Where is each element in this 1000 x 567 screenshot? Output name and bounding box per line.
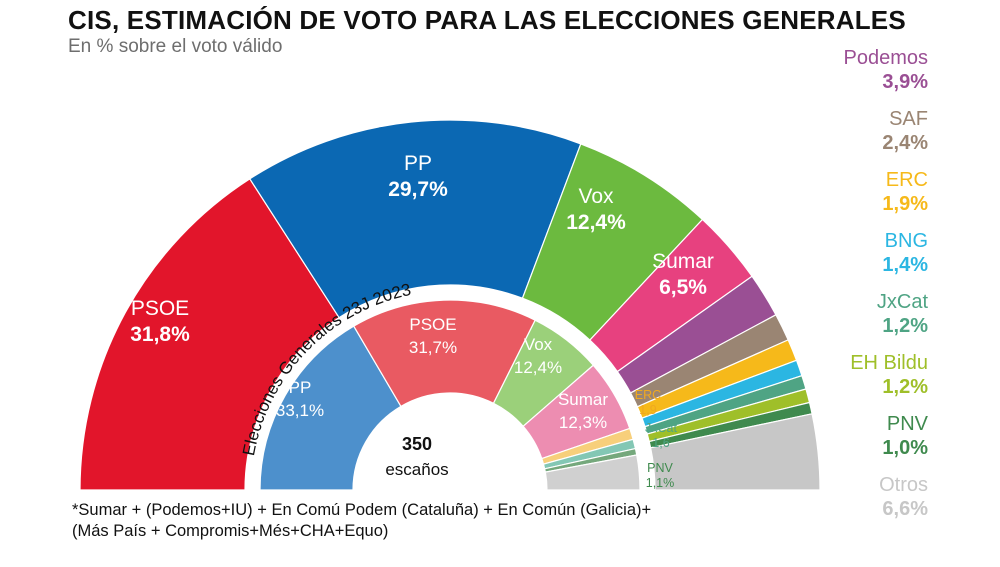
center-seats-label: escaños — [385, 460, 448, 479]
e23j-value-erc: 1,9 — [639, 403, 656, 417]
footnote: *Sumar + (Podemos+IU) + En Comú Podem (C… — [72, 500, 832, 542]
cis-value-vox: 12,4% — [566, 211, 626, 234]
cis-slice-otros — [649, 413, 821, 491]
cis-label-pp: PP — [404, 152, 432, 175]
center-seats-value: 350 — [402, 434, 432, 454]
legend-name: EH Bildu — [850, 352, 928, 374]
cis-value-sumar: 6,5% — [659, 276, 707, 299]
e23j-value-vox: 12,4% — [514, 358, 562, 377]
chart-subtitle: En % sobre el voto válido — [68, 36, 283, 57]
legend-item-jxcat: JxCat 1,2% — [748, 290, 928, 351]
legend: Podemos 3,9% SAF 2,4% ERC 1,9% BNG 1,4% JxCat 1,2… — [748, 46, 929, 534]
e23j-label-psoe: PSOE — [409, 315, 456, 334]
legend-value: 1,4% — [882, 254, 928, 276]
e23j-slice-pp — [259, 325, 402, 491]
legend-item-pnv: PNV 1,0% — [748, 412, 928, 473]
legend-name: ERC — [885, 169, 928, 191]
e23j-label-pp: PP — [289, 378, 312, 397]
e23j-slice-otros — [544, 454, 641, 491]
cis-value-pp: 29,7% — [388, 178, 448, 201]
legend-value: 1,0% — [882, 437, 928, 459]
legend-value: 2,4% — [882, 132, 928, 154]
legend-value: 1,2% — [882, 376, 928, 398]
cis-slice-psoe — [79, 178, 340, 491]
legend-value: 1,2% — [882, 315, 928, 337]
e23j-value-pp: 33,1% — [276, 401, 324, 420]
e23j-label-pnv: PNV — [647, 461, 673, 475]
e23j-value-pnv: 1,1% — [646, 476, 675, 490]
legend-value: 1,9% — [882, 193, 928, 215]
legend-name: Otros — [879, 474, 928, 496]
legend-name: BNG — [884, 230, 928, 252]
legend-name: SAF — [889, 108, 928, 130]
footnote-line-1: *Sumar + (Podemos+IU) + En Comú Podem (C… — [72, 501, 652, 519]
legend-item-podemos: Podemos 3,9% — [748, 46, 929, 107]
cis-label-vox: Vox — [578, 185, 614, 208]
chart-title: CIS, ESTIMACIÓN DE VOTO PARA LAS ELECCIO… — [68, 5, 906, 35]
legend-item-otros: Otros 6,6% — [748, 473, 928, 534]
cis-label-sumar: Sumar — [652, 250, 714, 273]
e23j-label-sumar: Sumar — [558, 390, 608, 409]
legend-item-saf: SAF 2,4% — [748, 107, 928, 168]
cis-slice-pp — [248, 119, 582, 319]
e23j-label-erc: ERC — [635, 388, 661, 402]
legend-item-eh-bildu: EH Bildu 1,2% — [748, 351, 928, 412]
legend-name: Podemos — [843, 47, 929, 69]
e23j-value-psoe: 31,7% — [409, 338, 457, 357]
legend-value: 6,6% — [882, 498, 928, 520]
cis-value-psoe: 31,8% — [130, 323, 190, 346]
e23j-slice-psoe — [352, 299, 536, 408]
e23j-label-jxcat: JxCat — [645, 421, 677, 435]
legend-name: PNV — [886, 413, 928, 435]
legend-name: JxCat — [876, 291, 928, 313]
e23j-value-sumar: 12,3% — [559, 413, 607, 432]
legend-item-bng: BNG 1,4% — [748, 229, 928, 290]
e23j-label-vox: Vox — [524, 335, 553, 354]
legend-item-erc: ERC 1,9% — [748, 168, 928, 229]
e23j-value-jxcat: 1,6 — [652, 436, 669, 450]
legend-value: 3,9% — [882, 71, 928, 93]
cis-label-psoe: PSOE — [131, 297, 189, 320]
footnote-line-2: (Más País + Compromis+Més+CHA+Equo) — [72, 522, 389, 540]
